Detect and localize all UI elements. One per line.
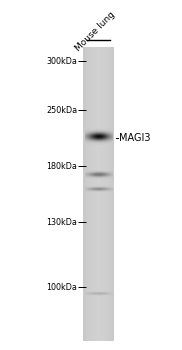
Text: 100kDa: 100kDa: [46, 282, 77, 292]
Text: 300kDa: 300kDa: [46, 57, 77, 66]
Text: 250kDa: 250kDa: [46, 106, 77, 115]
Text: Mouse lung: Mouse lung: [74, 10, 117, 54]
Text: 130kDa: 130kDa: [46, 218, 77, 227]
Text: 180kDa: 180kDa: [46, 162, 77, 171]
Text: MAGI3: MAGI3: [119, 133, 151, 143]
